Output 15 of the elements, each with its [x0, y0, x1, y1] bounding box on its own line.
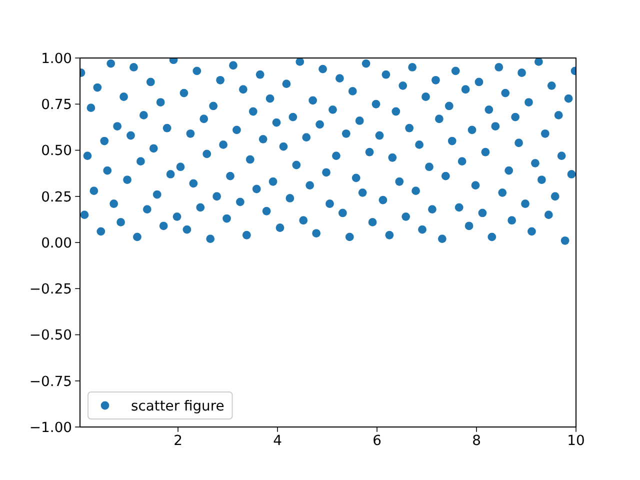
- y-tick-label: −0.75: [29, 374, 72, 390]
- x-tick-label: 2: [174, 432, 182, 449]
- y-tick-label: 0.25: [41, 189, 72, 206]
- y-tick-label: 1.00: [41, 50, 72, 67]
- x-tick-label: 6: [372, 432, 382, 449]
- y-tick-label: 0.75: [41, 96, 72, 113]
- y-tick-label: −1.00: [29, 420, 72, 436]
- y-tick-label: −0.25: [29, 281, 72, 298]
- legend-label: scatter figure: [131, 398, 224, 414]
- y-tick-label: −0.50: [29, 328, 72, 344]
- x-tick-label: 10: [567, 432, 585, 449]
- x-tick-label: 4: [273, 432, 282, 449]
- y-tick-label: 0.00: [41, 235, 72, 252]
- y-tick-label: 0.50: [41, 143, 72, 160]
- x-tick-label: 8: [472, 432, 481, 449]
